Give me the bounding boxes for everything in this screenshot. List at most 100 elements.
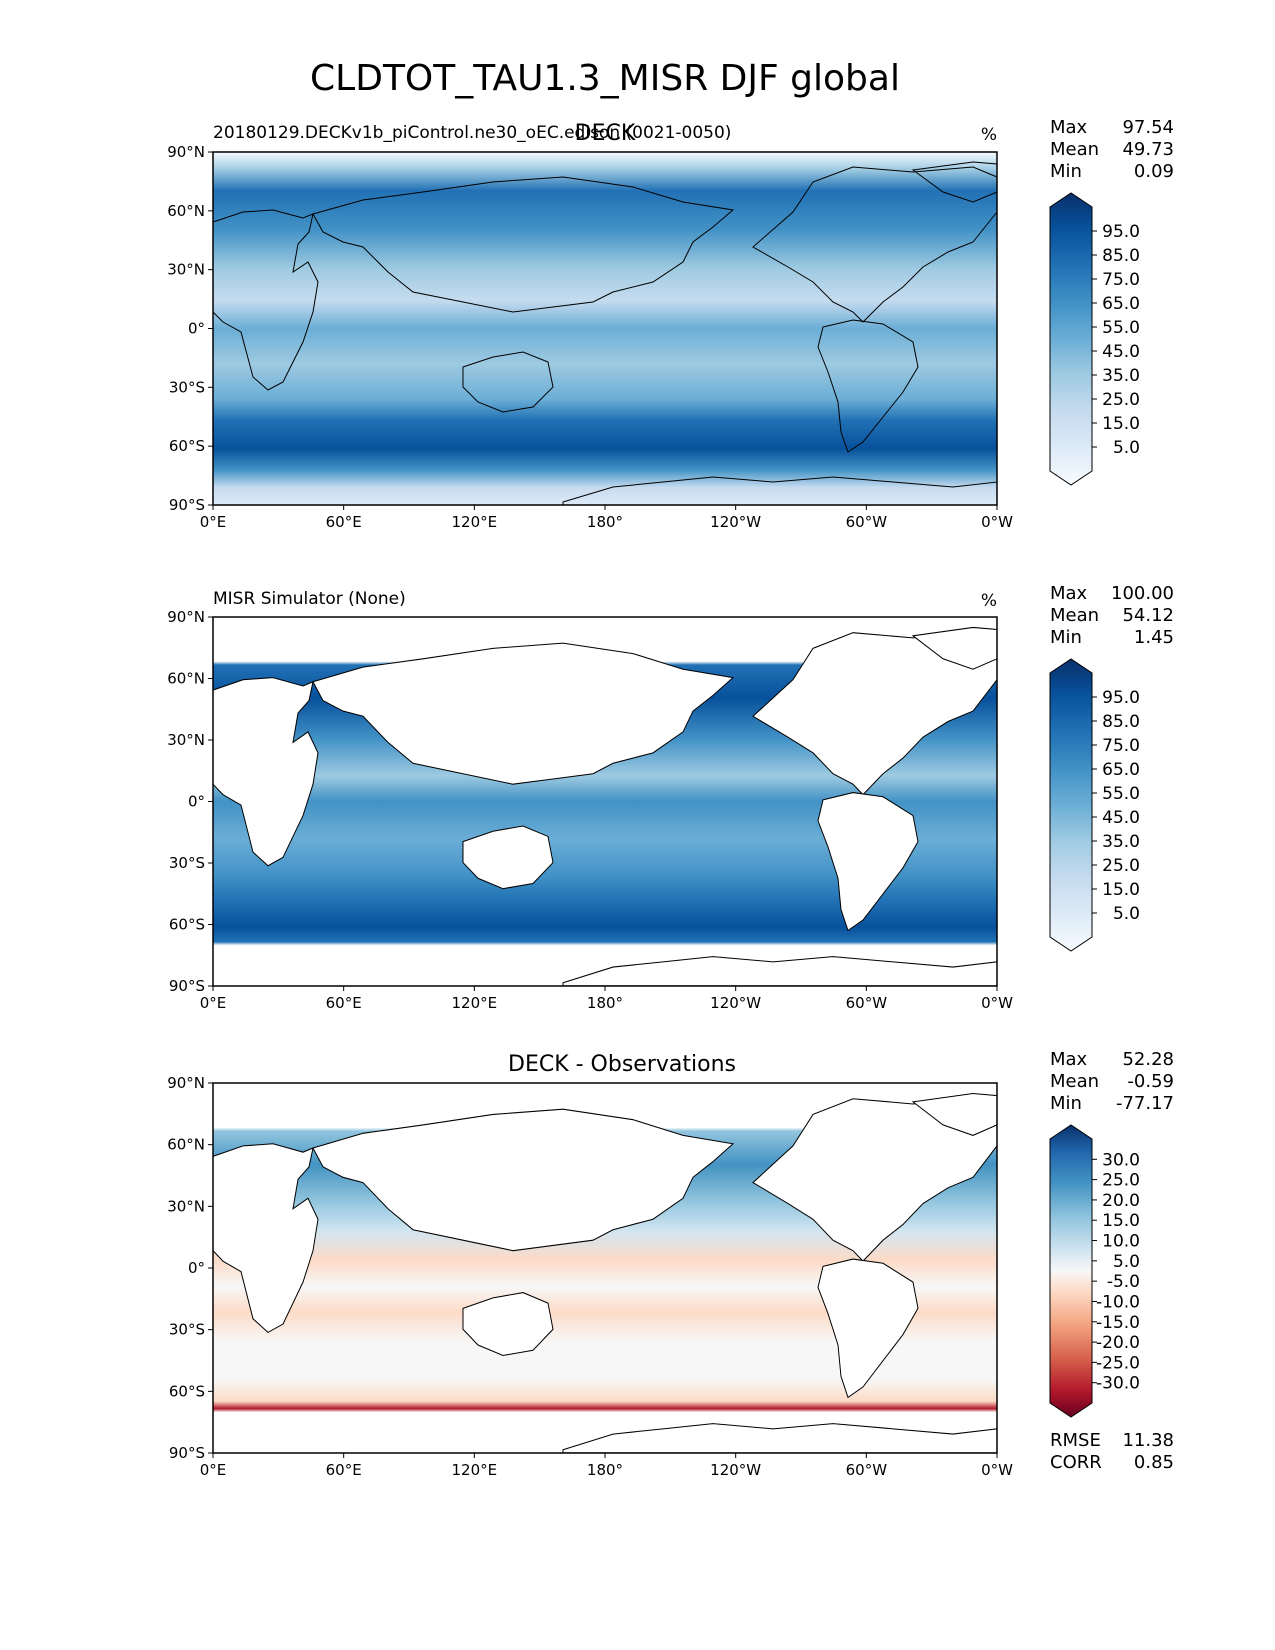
lon-tick-label: 120°W xyxy=(710,513,761,531)
colorbar-test xyxy=(1049,192,1093,486)
lon-tick-label: 120°E xyxy=(452,513,498,531)
colorbar-tick-label: 15.0 xyxy=(1102,880,1140,900)
panel-center-title-test: DECK xyxy=(575,121,636,146)
lon-tick-label: 60°E xyxy=(326,1461,362,1479)
lat-tick-label: 30°S xyxy=(169,854,205,872)
lon-tick-label: 0°W xyxy=(981,1461,1013,1479)
lat-ticks-difference: 90°N 60°N 30°N 0° 30°S 60°S 90°S xyxy=(167,1074,213,1462)
colorbar-tick-label: 25.0 xyxy=(1102,1171,1140,1191)
colorbar-tick-label: 5.0 xyxy=(1113,1252,1140,1272)
colorbar-tick-label: 85.0 xyxy=(1102,712,1140,732)
colorbar-tick-label: 45.0 xyxy=(1102,342,1140,362)
colorbar-tick-label: -25.0 xyxy=(1096,1353,1140,1373)
colorbar-tick-label: -20.0 xyxy=(1096,1333,1140,1353)
stat-label-corr: CORR xyxy=(1050,1452,1102,1473)
lat-tick-label: 90°S xyxy=(169,977,205,995)
lon-tick-label: 60°E xyxy=(326,994,362,1012)
lon-tick-label: 120°W xyxy=(710,994,761,1012)
colorbar-tick-label: 85.0 xyxy=(1102,246,1140,266)
lat-tick-label: 60°N xyxy=(167,1136,205,1154)
stat-value-corr: 0.85 xyxy=(1134,1452,1174,1473)
lat-tick-label: 60°S xyxy=(169,916,205,934)
lon-tick-label: 180° xyxy=(587,513,623,531)
colorbar-tick-label: 55.0 xyxy=(1102,318,1140,338)
stat-label-min-difference: Min xyxy=(1050,1093,1082,1114)
error-stats: RMSE 11.38 CORR 0.85 xyxy=(1050,1430,1174,1473)
lon-tick-label: 60°W xyxy=(846,513,888,531)
stat-label-mean-reference: Mean xyxy=(1050,605,1099,626)
stat-label-max-test: Max xyxy=(1050,117,1088,138)
colorbar-tick-label: 10.0 xyxy=(1102,1232,1140,1252)
colorbar-tick-label: 20.0 xyxy=(1102,1191,1140,1211)
panel-center-title-difference: DECK - Observations xyxy=(508,1052,736,1077)
lon-tick-label: 0°W xyxy=(981,994,1013,1012)
colorbar-body-difference xyxy=(1049,1124,1093,1418)
stat-value-max-test: 97.54 xyxy=(1122,117,1174,138)
colorbar-reference xyxy=(1049,658,1093,952)
colorbar-tick-label: 15.0 xyxy=(1102,414,1140,434)
colorbar-body-test xyxy=(1049,192,1093,486)
figure-title: CLDTOT_TAU1.3_MISR DJF global xyxy=(310,58,900,99)
stat-label-min-test: Min xyxy=(1050,161,1082,182)
lon-tick-label: 60°E xyxy=(326,513,362,531)
stat-value-max-reference: 100.00 xyxy=(1111,583,1174,604)
stat-value-min-test: 0.09 xyxy=(1134,161,1174,182)
colorbar-tick-label: 25.0 xyxy=(1102,856,1140,876)
lat-tick-label: 90°S xyxy=(169,496,205,514)
lon-tick-label: 0°E xyxy=(200,1461,227,1479)
colorbar-ticks-reference: 95.0 85.0 75.0 65.0 55.0 45.0 35.0 25.0 15.0 5.0 xyxy=(1092,688,1140,924)
stat-value-mean-difference: -0.59 xyxy=(1127,1071,1174,1092)
stats-difference: Max 52.28 Mean -0.59 Min -77.17 xyxy=(1050,1049,1174,1114)
lat-tick-label: 90°N xyxy=(167,143,205,161)
colorbar-tick-label: -30.0 xyxy=(1096,1374,1140,1394)
colorbar-body-reference xyxy=(1049,658,1093,952)
lat-tick-label: 30°S xyxy=(169,378,205,396)
lon-tick-label: 120°E xyxy=(452,1461,498,1479)
lon-tick-label: 180° xyxy=(587,1461,623,1479)
lon-tick-label: 0°E xyxy=(200,994,227,1012)
colorbar-tick-label: 35.0 xyxy=(1102,832,1140,852)
lat-tick-label: 60°N xyxy=(167,202,205,220)
lat-tick-label: 30°S xyxy=(169,1321,205,1339)
colorbar-difference xyxy=(1049,1124,1093,1418)
lat-tick-label: 30°N xyxy=(167,1197,205,1215)
colorbar-tick-label: 5.0 xyxy=(1113,438,1140,458)
colorbar-tick-label: 65.0 xyxy=(1102,294,1140,314)
stat-label-rmse: RMSE xyxy=(1050,1430,1101,1451)
stat-value-max-difference: 52.28 xyxy=(1122,1049,1174,1070)
lon-ticks-difference: 0°E 60°E 120°E 180° 120°W 60°W 0°W xyxy=(200,1453,1013,1479)
colorbar-tick-label: 45.0 xyxy=(1102,808,1140,828)
colorbar-tick-label: -5.0 xyxy=(1107,1272,1140,1292)
units-label-test: % xyxy=(981,125,997,145)
stats-test: Max 97.54 Mean 49.73 Min 0.09 xyxy=(1050,117,1174,182)
lon-tick-label: 120°W xyxy=(710,1461,761,1479)
colorbar-tick-label: -15.0 xyxy=(1096,1313,1140,1333)
colorbar-tick-label: 5.0 xyxy=(1113,904,1140,924)
lon-tick-label: 0°W xyxy=(981,513,1013,531)
lat-ticks-reference: 90°N 60°N 30°N 0° 30°S 60°S 90°S xyxy=(167,608,213,995)
stat-value-rmse: 11.38 xyxy=(1122,1430,1174,1451)
colorbar-tick-label: 65.0 xyxy=(1102,760,1140,780)
lat-ticks-test: 90°N 60°N 30°N 0° 30°S 60°S 90°S xyxy=(167,143,213,514)
lat-tick-label: 60°S xyxy=(169,1382,205,1400)
stat-label-max-reference: Max xyxy=(1050,583,1088,604)
colorbar-tick-label: 75.0 xyxy=(1102,736,1140,756)
units-label-reference: % xyxy=(981,591,997,611)
lat-tick-label: 90°N xyxy=(167,608,205,626)
stat-value-min-reference: 1.45 xyxy=(1134,627,1174,648)
lat-tick-label: 60°N xyxy=(167,670,205,688)
lat-tick-label: 0° xyxy=(188,320,205,338)
stat-label-max-difference: Max xyxy=(1050,1049,1088,1070)
stat-value-mean-test: 49.73 xyxy=(1122,139,1174,160)
colorbar-tick-label: 35.0 xyxy=(1102,366,1140,386)
lon-ticks-test: 0°E 60°E 120°E 180° 120°W 60°W 0°W xyxy=(200,505,1013,531)
lat-tick-label: 30°N xyxy=(167,261,205,279)
colorbar-tick-label: 30.0 xyxy=(1102,1150,1140,1170)
colorbar-ticks-difference: 30.025.020.015.010.05.0-5.0-10.0-15.0-20… xyxy=(1092,1150,1140,1394)
lon-tick-label: 60°W xyxy=(846,994,888,1012)
panel-reference: MISR Simulator (None) % Max 100.00 Mean … xyxy=(167,583,1174,1012)
panel-left-title-test: 20180129.DECKv1b_piControl.ne30_oEC.edis… xyxy=(213,123,731,143)
stat-value-mean-reference: 54.12 xyxy=(1122,605,1174,626)
lon-tick-label: 120°E xyxy=(452,994,498,1012)
stat-label-mean-difference: Mean xyxy=(1050,1071,1099,1092)
